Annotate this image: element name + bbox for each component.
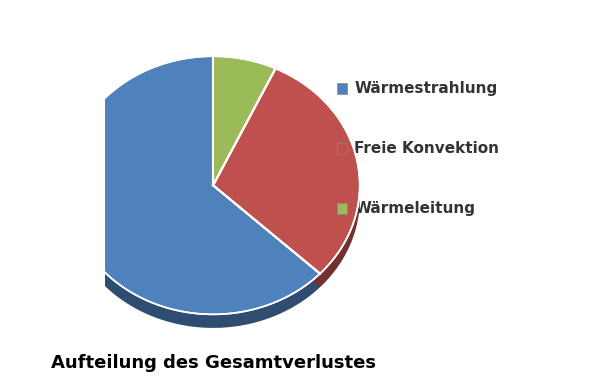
Polygon shape — [213, 185, 320, 287]
Ellipse shape — [66, 70, 360, 328]
Text: Wärmeleitung: Wärmeleitung — [355, 201, 476, 216]
Polygon shape — [66, 186, 320, 328]
Polygon shape — [213, 185, 320, 287]
Polygon shape — [213, 68, 360, 274]
Bar — [337, 143, 347, 154]
Polygon shape — [66, 56, 320, 314]
Text: Wärmestrahlung: Wärmestrahlung — [355, 81, 498, 96]
Bar — [337, 83, 347, 94]
Bar — [337, 203, 347, 214]
Polygon shape — [320, 186, 360, 287]
Text: Freie Konvektion: Freie Konvektion — [355, 141, 499, 156]
Text: Aufteilung des Gesamtverlustes: Aufteilung des Gesamtverlustes — [51, 354, 375, 372]
Polygon shape — [213, 56, 275, 185]
